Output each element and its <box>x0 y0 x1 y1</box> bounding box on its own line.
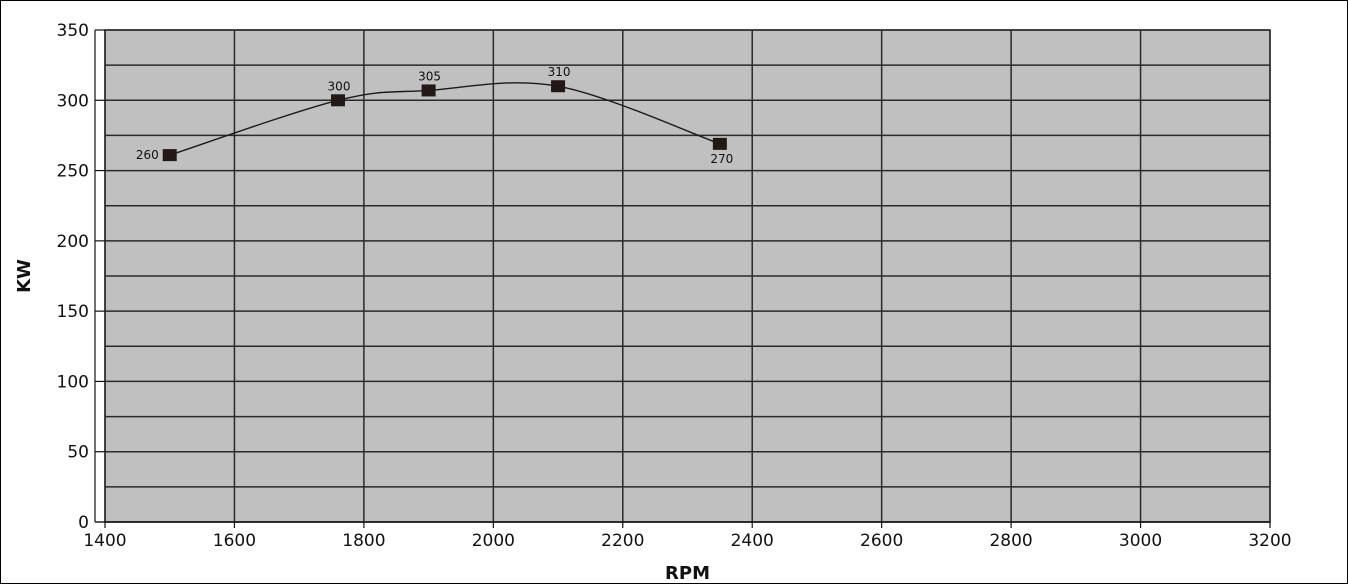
y-tick-label: 250 <box>57 162 89 182</box>
x-tick-label: 2200 <box>601 531 644 551</box>
x-tick-label: 1400 <box>83 531 126 551</box>
data-label: 270 <box>710 152 733 166</box>
y-tick-label: 300 <box>57 91 89 111</box>
series: 260 300 305 310 270 <box>136 65 733 166</box>
data-label: 310 <box>548 65 571 79</box>
data-label: 260 <box>136 148 159 162</box>
x-tick-label: 2400 <box>731 531 774 551</box>
x-tick-label: 3200 <box>1248 531 1291 551</box>
data-point-marker <box>331 94 345 107</box>
x-tick-label: 1800 <box>342 531 385 551</box>
y-tick-label: 50 <box>67 443 89 463</box>
y-tick-label: 200 <box>57 232 89 252</box>
tick-labels: 0 50 100 150 200 250 300 350 1400 1600 1800 2000 220… <box>57 21 1292 551</box>
y-axis-title: KW <box>14 259 35 293</box>
x-tick-label: 2000 <box>472 531 515 551</box>
x-axis-title: RPM <box>665 563 710 583</box>
x-tick-label: 2600 <box>860 531 903 551</box>
y-tick-label: 350 <box>57 21 89 41</box>
data-point-marker <box>551 80 566 93</box>
data-label: 300 <box>328 79 351 93</box>
y-tick-label: 100 <box>57 372 89 392</box>
x-tick-label: 1600 <box>213 531 256 551</box>
axes <box>94 29 1271 528</box>
data-point-marker <box>162 149 177 162</box>
x-tick-label: 2800 <box>989 531 1032 551</box>
x-tick-label: 3000 <box>1119 531 1162 551</box>
data-label: 305 <box>418 69 441 83</box>
y-tick-label: 0 <box>78 513 89 533</box>
data-point-marker <box>421 84 436 97</box>
grid <box>104 29 1271 523</box>
data-point-marker <box>712 137 727 150</box>
y-tick-label: 150 <box>57 302 89 322</box>
